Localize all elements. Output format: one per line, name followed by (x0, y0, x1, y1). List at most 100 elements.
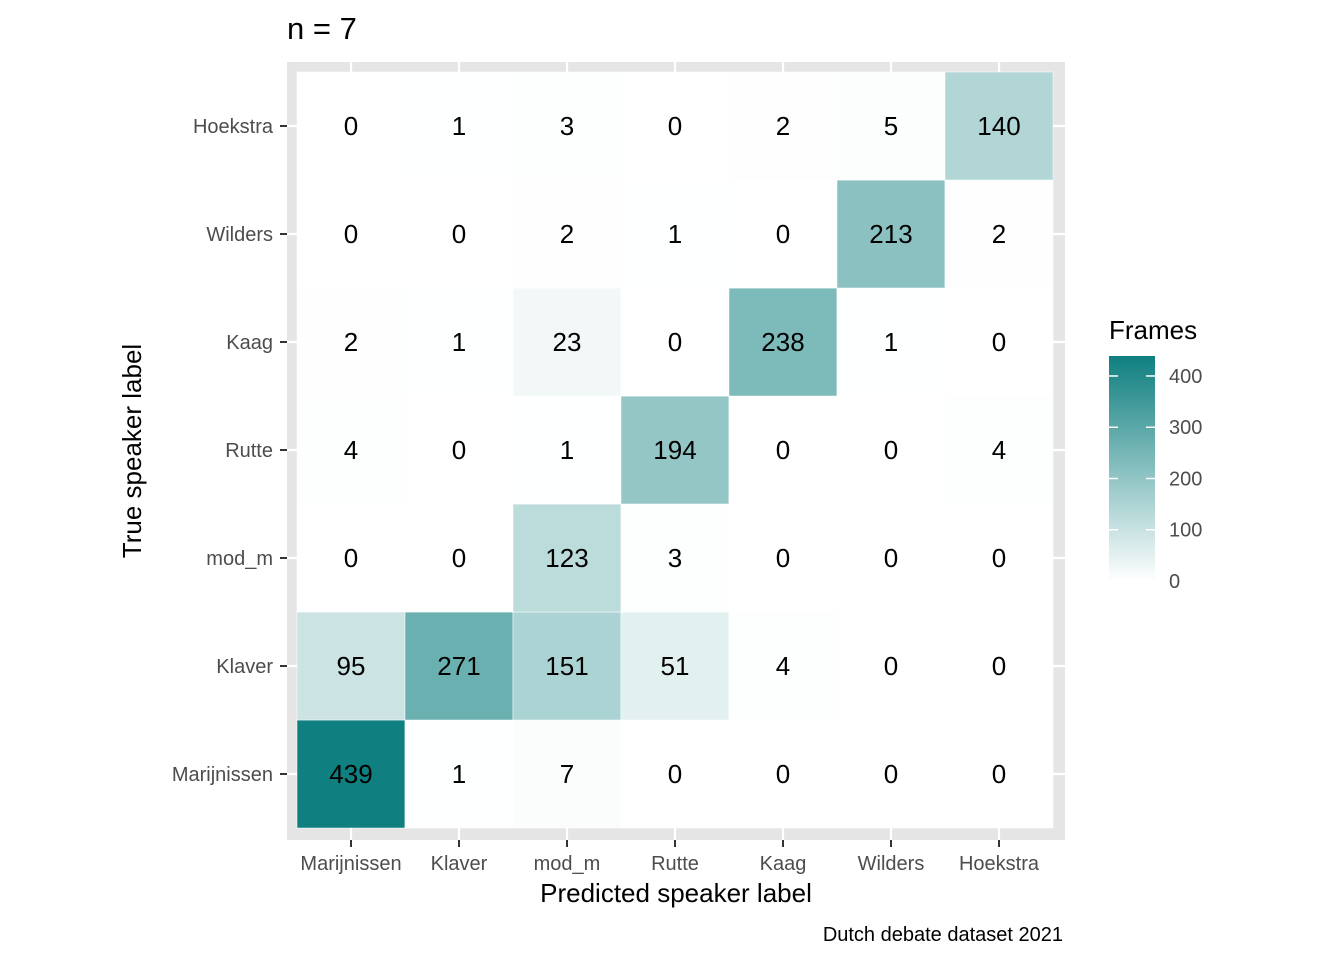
cell-labels: 439 1 7 0 0 0 095 271 151 51 4 0 00 0 123 3 0 0 04 0 1 194 0 0 4… (329, 111, 1020, 789)
x-tick-label: Marijnissen (300, 853, 401, 875)
cell-value-label: 0 (776, 759, 790, 789)
heatmap-cell (404, 395, 514, 505)
cell-value-label: 0 (992, 759, 1006, 789)
heatmap-cell (728, 179, 838, 289)
legend-title: Frames (1109, 315, 1197, 345)
cell-value-label: 0 (452, 435, 466, 465)
heatmap-cell (620, 179, 730, 289)
cell-value-label: 23 (553, 327, 582, 357)
heatmap-cell (728, 287, 838, 397)
cell-value-label: 151 (545, 651, 588, 681)
cell-value-label: 5 (884, 111, 898, 141)
heatmap-cell (944, 179, 1054, 289)
heatmap-cell (620, 395, 730, 505)
heatmap-cell (404, 611, 514, 721)
x-tick-label: Klaver (431, 853, 488, 875)
cell-value-label: 0 (668, 759, 682, 789)
cell-value-label: 95 (337, 651, 366, 681)
cell-value-label: 3 (560, 111, 574, 141)
heatmap-cell (512, 395, 622, 505)
heatmap-cell (404, 719, 514, 829)
cell-value-label: 0 (992, 651, 1006, 681)
cell-value-label: 0 (344, 111, 358, 141)
heatmap-cell (836, 611, 946, 721)
x-tick-label: Hoekstra (959, 853, 1040, 875)
cell-value-label: 238 (761, 327, 804, 357)
legend-tick-label: 400 (1169, 366, 1202, 388)
heatmap-cell (404, 503, 514, 613)
chart-caption: Dutch debate dataset 2021 (823, 924, 1063, 946)
cell-value-label: 1 (452, 111, 466, 141)
heatmap-cell (512, 179, 622, 289)
heatmap-cell (728, 503, 838, 613)
cell-value-label: 4 (992, 435, 1006, 465)
cell-value-label: 0 (776, 219, 790, 249)
y-tick-label: mod_m (206, 548, 273, 570)
cell-value-label: 1 (884, 327, 898, 357)
heatmap-cell (512, 503, 622, 613)
heatmap-cell (620, 611, 730, 721)
color-legend: Frames 0 100 200 300 400 (1109, 315, 1202, 593)
heatmap-cell (296, 719, 406, 829)
legend-tick-label: 0 (1169, 571, 1180, 593)
x-tick-label: Wilders (858, 853, 925, 875)
heatmap-cell (404, 71, 514, 181)
cell-value-label: 0 (776, 435, 790, 465)
cell-value-label: 439 (329, 759, 372, 789)
cell-value-label: 1 (560, 435, 574, 465)
x-axis: Marijnissen Klaver mod_m Rutte Kaag Wilders Ho… (300, 840, 1040, 875)
cell-value-label: 4 (344, 435, 358, 465)
cell-value-label: 0 (884, 543, 898, 573)
cell-value-label: 1 (452, 327, 466, 357)
cell-value-label: 1 (452, 759, 466, 789)
heatmap-cell (728, 71, 838, 181)
y-axis-title: True speaker label (117, 344, 147, 558)
cell-value-label: 4 (776, 651, 790, 681)
cell-value-label: 0 (452, 543, 466, 573)
cell-value-label: 213 (869, 219, 912, 249)
heatmap-cell (512, 71, 622, 181)
cell-value-label: 123 (545, 543, 588, 573)
legend-tick-label: 300 (1169, 417, 1202, 439)
cell-value-label: 2 (344, 327, 358, 357)
x-tick-label: mod_m (534, 853, 601, 875)
cell-value-label: 0 (776, 543, 790, 573)
heatmap-cell (944, 503, 1054, 613)
legend-tick-label: 100 (1169, 520, 1202, 542)
heatmap-cell (836, 287, 946, 397)
heatmap-cell (296, 179, 406, 289)
heatmap-cell (836, 719, 946, 829)
x-tick-label: Rutte (651, 853, 699, 875)
heatmap-cell (404, 287, 514, 397)
y-tick-label: Hoekstra (193, 116, 274, 138)
heatmap-cell (404, 179, 514, 289)
heatmap-cell (944, 71, 1054, 181)
y-tick-label: Rutte (225, 440, 273, 462)
heatmap-cell (512, 719, 622, 829)
cell-value-label: 0 (884, 651, 898, 681)
cell-value-label: 0 (668, 327, 682, 357)
y-tick-label: Klaver (216, 656, 273, 678)
cell-value-label: 0 (992, 543, 1006, 573)
heatmap-cell (620, 71, 730, 181)
cell-value-label: 194 (653, 435, 696, 465)
y-axis: Marijnissen Klaver mod_m Rutte Kaag Wilders Ho… (172, 116, 287, 786)
cell-value-label: 0 (884, 435, 898, 465)
cell-value-label: 51 (661, 651, 690, 681)
heatmap-cell (944, 611, 1054, 721)
legend-tick-label: 200 (1169, 468, 1202, 490)
cell-value-label: 0 (992, 327, 1006, 357)
y-tick-label: Kaag (226, 332, 273, 354)
heatmap-cells (296, 71, 1054, 829)
heatmap-cell (836, 71, 946, 181)
cell-value-label: 2 (560, 219, 574, 249)
legend-colorbar (1109, 356, 1155, 581)
heatmap-cell (512, 287, 622, 397)
heatmap-cell (620, 503, 730, 613)
cell-value-label: 2 (776, 111, 790, 141)
cell-value-label: 1 (668, 219, 682, 249)
legend-ticks: 0 100 200 300 400 (1109, 366, 1202, 593)
x-axis-title: Predicted speaker label (540, 878, 812, 908)
heatmap-cell (296, 503, 406, 613)
